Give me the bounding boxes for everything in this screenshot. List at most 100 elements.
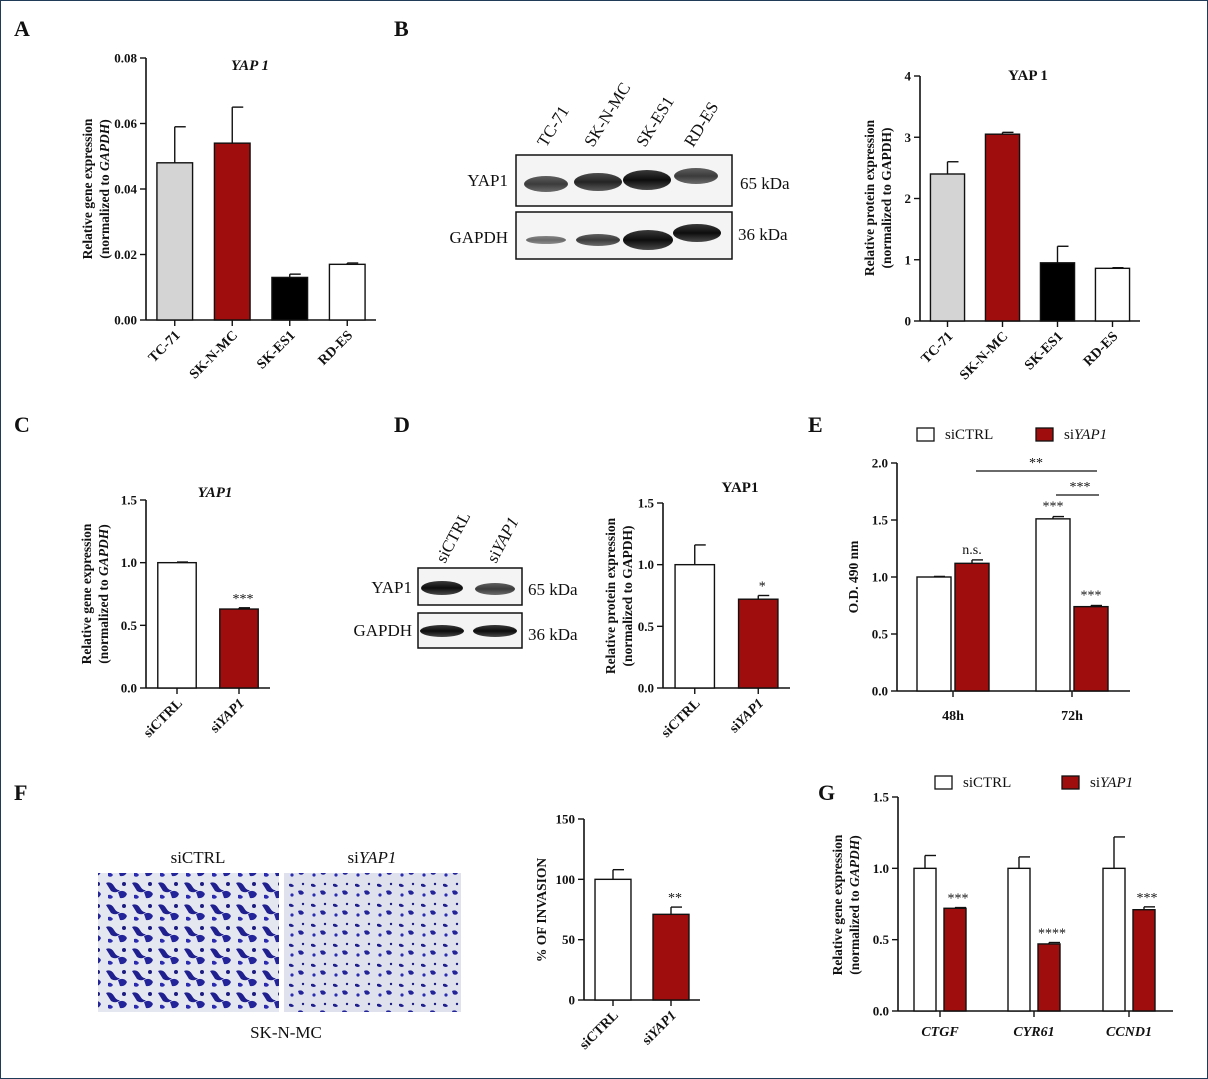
bar: [1035, 518, 1071, 692]
x-tick-label: SK-N-MC: [187, 328, 241, 382]
chart-title: YAP 1: [231, 58, 269, 74]
x-tick-label: CTGF: [921, 1025, 959, 1040]
bracket-label: **: [1029, 456, 1043, 471]
bar: [1037, 943, 1061, 1012]
blot-b-lane: SK-N-MC: [580, 79, 634, 150]
bar: [1094, 267, 1131, 322]
y-tick-label: 0.0: [873, 1004, 889, 1019]
bar: [1007, 867, 1031, 1012]
y-tick-label: 0.04: [114, 182, 137, 197]
y-tick-label: 1.5: [121, 493, 138, 508]
x-tick-label: RD-ES: [316, 328, 356, 368]
bar: [1102, 867, 1126, 1012]
y-label-gene: GAPDH: [847, 839, 862, 887]
y-tick-label: 0.02: [114, 247, 137, 262]
blot-d-lane-gene: YAP1: [488, 514, 522, 556]
x-tick-label: siCTRL: [659, 696, 704, 741]
y-tick-label: 0.00: [114, 313, 137, 328]
bar: [328, 263, 366, 321]
bracket-label: ***: [1070, 480, 1091, 495]
y-axis-label: Relative gene expression (normalized to G…: [79, 523, 111, 664]
blot-band: [674, 168, 718, 184]
bar: [594, 878, 632, 1001]
y-tick-label: 0.0: [121, 681, 137, 696]
y-axis-label: O.D. 490 nm: [846, 540, 861, 614]
x-tick-label: RD-ES: [1081, 329, 1121, 369]
blot-band: [420, 625, 464, 637]
western-blot-b: TC-71 SK-N-MC SK-ES1 RD-ES YAP1 GAPDH 65…: [449, 79, 790, 260]
y-axis-label: Relative protein expression (normalized t…: [603, 517, 635, 674]
y-tick-label: 4: [905, 69, 912, 84]
western-blot-d: siCTRL siYAP1 YAP1 GAPDH 65 kDa 36 kDa: [353, 509, 578, 649]
y-label-line1: Relative protein expression: [862, 119, 877, 276]
y-tick-label: 0: [569, 993, 576, 1008]
blot-band: [526, 236, 566, 244]
blot-band: [574, 173, 622, 191]
y-tick-label: 0.06: [114, 116, 137, 131]
y-tick-label: 1.5: [872, 513, 889, 528]
legend-prefix: si: [1064, 427, 1074, 443]
legend-swatch: [934, 775, 953, 790]
panel-label-b: B: [394, 16, 409, 41]
bar: [1039, 262, 1076, 322]
chart-a: 0.00 0.02 0.04 0.06 0.08 Relative gene expres…: [80, 51, 376, 382]
blot-b-kda: 65 kDa: [740, 174, 790, 193]
x-tick-label: siCTRL: [141, 696, 186, 741]
y-label-gene: GAPDH: [97, 123, 112, 171]
blot-b-lane: RD-ES: [680, 98, 722, 150]
y-tick-label: 0.0: [638, 681, 654, 696]
x-tick-label: siYAP1: [640, 1008, 680, 1048]
legend-prefix: si: [1090, 775, 1100, 791]
chart-e: 0.0 0.5 1.0 1.5 2.0 O.D. 490 nm siCTRL siYAP1 n.…: [846, 427, 1130, 724]
micrograph-label-right: siYAP1: [348, 848, 397, 867]
y-label-line1: Relative gene expression: [830, 834, 845, 975]
legend-prefix: siCTRL: [963, 775, 1011, 791]
blot-band: [623, 170, 671, 190]
x-tick-label: siYAP1: [208, 696, 248, 736]
x-tick-label: 72h: [1061, 709, 1083, 724]
blot-d-kda: 36 kDa: [528, 625, 578, 644]
legend-swatch: [1035, 427, 1054, 442]
y-tick-label: 2.0: [872, 456, 888, 471]
y-tick-label: 1: [905, 252, 912, 267]
blot-band: [421, 581, 463, 595]
y-tick-label: 1.5: [873, 790, 890, 805]
y-tick-label: 50: [562, 932, 575, 947]
significance-label: ***: [1137, 891, 1158, 906]
y-tick-label: 1.5: [638, 496, 655, 511]
y-tick-label: 0.5: [121, 618, 138, 633]
legend-swatch: [1061, 775, 1080, 790]
x-tick-label: CYR61: [1013, 1025, 1054, 1040]
y-tick-label: 1.0: [638, 557, 654, 572]
blot-b-lane: SK-ES1: [632, 93, 678, 150]
y-axis-label: Relative gene expression (normalized to G…: [80, 118, 112, 259]
legend-prefix: siCTRL: [945, 427, 993, 443]
blot-d-lane: siYAP1: [483, 514, 523, 566]
legend-swatch: [916, 427, 935, 442]
legend-gene: YAP1: [1100, 775, 1133, 791]
bar: [157, 561, 197, 689]
significance-label: ***: [1043, 500, 1064, 515]
blot-b-lane: TC-71: [533, 102, 573, 150]
chart-f: 0 50 100 150 % OF INVASION siCTRL ** siYAP1: [534, 812, 700, 1053]
x-label-gene: YAP1: [214, 696, 248, 730]
panel-label-d: D: [394, 412, 410, 437]
panel-label-c: C: [14, 412, 30, 437]
x-tick-label: TC-71: [919, 329, 957, 367]
significance-label: ***: [233, 592, 254, 607]
x-label-gene: YAP1: [734, 696, 768, 730]
blot-b-kda: 36 kDa: [738, 225, 788, 244]
significance-label: **: [668, 891, 682, 906]
blot-band: [524, 176, 568, 192]
micrograph-caption: SK-N-MC: [250, 1023, 322, 1042]
y-axis-label: Relative protein expression (normalized t…: [862, 119, 894, 276]
bar: [1132, 909, 1156, 1012]
panel-label-g: G: [818, 780, 835, 805]
micrograph-sictrl: [98, 873, 279, 1012]
bar: [929, 173, 966, 322]
x-tick-label: 48h: [942, 709, 964, 724]
chart-title: YAP1: [198, 485, 233, 501]
y-tick-label: 100: [556, 872, 576, 887]
x-tick-label: SK-ES1: [1022, 329, 1066, 373]
